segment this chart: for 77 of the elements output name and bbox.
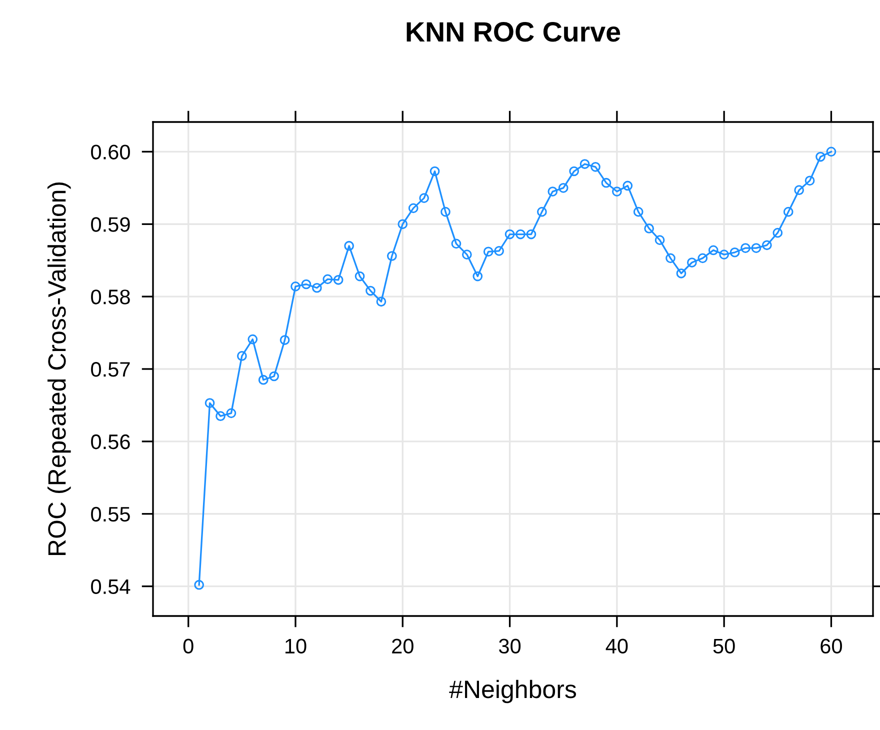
point (301, 279, 312, 290)
point (794, 185, 804, 196)
point (740, 243, 750, 253)
point (269, 371, 280, 382)
point (708, 245, 718, 256)
y-tick-label: 0.55 (91, 506, 130, 522)
point (462, 250, 472, 260)
point (366, 286, 376, 296)
point (322, 274, 333, 284)
x-tick-label: 30 (498, 638, 521, 654)
point (504, 229, 515, 240)
point (194, 580, 204, 590)
point (751, 243, 762, 253)
x-tick-label: 50 (713, 638, 735, 654)
point (804, 176, 815, 186)
point (419, 193, 430, 203)
x-tick-label: 20 (392, 638, 414, 654)
point (376, 296, 386, 307)
point (483, 246, 494, 257)
point (494, 246, 504, 256)
point (762, 240, 772, 250)
point (280, 335, 290, 345)
point (440, 206, 450, 217)
x-tick-label: 10 (286, 638, 306, 654)
point (258, 374, 268, 385)
y-tick-label: 0.58 (91, 290, 130, 304)
point (666, 253, 676, 264)
point (590, 162, 600, 172)
point (526, 229, 536, 240)
point (783, 206, 794, 217)
y-tick-label: 0.57 (91, 362, 130, 377)
point (569, 166, 580, 176)
x-axis-title: #Neighbors (449, 680, 576, 704)
point (730, 247, 740, 258)
point (676, 268, 686, 278)
point (333, 274, 344, 285)
point (537, 206, 547, 217)
point (430, 166, 440, 176)
point (312, 282, 322, 293)
point (580, 159, 590, 169)
point (237, 351, 247, 361)
point (387, 251, 397, 261)
point (816, 152, 826, 162)
point (719, 250, 730, 260)
point (601, 178, 612, 188)
point (408, 203, 418, 214)
point (472, 271, 483, 282)
point (344, 240, 354, 251)
y-tick-label: 0.54 (91, 579, 130, 594)
point (290, 281, 300, 292)
y-axis-title: ROC (Repeated Cross-Validation) (47, 182, 71, 555)
point (772, 228, 783, 238)
point (826, 146, 836, 157)
point (516, 229, 526, 240)
point (398, 219, 408, 230)
point (622, 180, 633, 191)
point (612, 186, 622, 196)
y-tick-label: 0.60 (91, 144, 130, 160)
point (558, 182, 568, 193)
x-tick-label: 40 (606, 638, 628, 654)
point (226, 408, 236, 418)
x-tick-label: 60 (820, 638, 842, 654)
chart-title: KNN ROC Curve (406, 22, 620, 42)
point (633, 206, 644, 217)
point (654, 235, 665, 245)
point (216, 411, 226, 422)
point (644, 224, 654, 234)
point (354, 271, 365, 282)
point (451, 238, 462, 249)
x-tick-label: 0 (183, 638, 194, 654)
y-tick-label: 0.56 (91, 434, 130, 450)
point (548, 186, 558, 196)
y-tick-label: 0.59 (91, 217, 130, 232)
point (698, 253, 708, 264)
point (248, 334, 258, 344)
point (204, 398, 215, 408)
point (687, 258, 697, 268)
